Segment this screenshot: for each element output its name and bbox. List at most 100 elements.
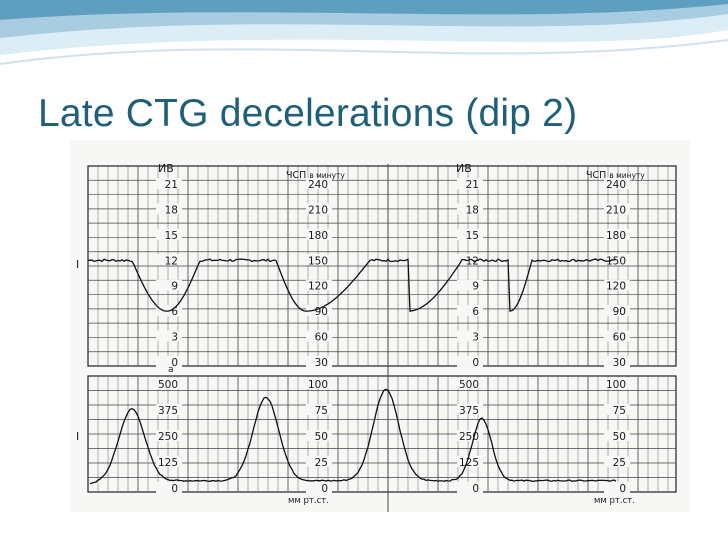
left-tick-label-bg (156, 254, 182, 266)
right-tick-label: 90 (613, 306, 626, 318)
uc-right-tick-label-bg (306, 430, 332, 441)
right-unit-label-right: ЧСП в минуту (586, 170, 645, 181)
uc-right-tick-label: 25 (613, 457, 626, 469)
left-tick-label-bg (457, 203, 483, 215)
uc-left-tick-label-bg (457, 404, 483, 415)
right-tick-label-bg (306, 178, 332, 189)
ctg-figure: 2118151296302118151296302402101801501209… (70, 140, 690, 512)
left-tick-label: 0 (171, 357, 178, 369)
right-tick-label: 60 (613, 332, 626, 344)
uc-right-tick-label-bg (604, 430, 630, 441)
uc-left-tick-label: 250 (158, 431, 178, 443)
top-row-label: I (76, 258, 79, 271)
uterine-grid (87, 375, 677, 493)
uc-right-tick-label: 75 (613, 405, 626, 417)
uc-left-tick-label: 375 (459, 405, 479, 417)
uc-right-tick-label: 75 (315, 405, 328, 417)
uc-left-tick-label-bg (457, 430, 483, 441)
right-tick-label: 120 (308, 281, 328, 293)
left-tick-label: 18 (165, 204, 178, 216)
left-tick-label: 15 (466, 230, 479, 242)
uc-right-tick-label: 50 (315, 431, 328, 443)
left-tick-label: 3 (171, 332, 178, 344)
sub-label-a: а (168, 365, 174, 375)
right-tick-label-bg (306, 305, 332, 317)
left-tick-label-bg (156, 279, 182, 291)
left-tick-label: 12 (165, 255, 178, 267)
left-tick-label-bg (457, 356, 483, 367)
left-tick-label: 3 (472, 332, 479, 344)
uc-left-tick-label-bg (156, 378, 182, 389)
uterine-axis-labels: 5003752501250500375250125010075502501007… (156, 378, 630, 495)
uc-left-tick-label-bg (457, 456, 483, 467)
right-tick-label-bg (306, 254, 332, 266)
left-tick-label-bg (457, 305, 483, 317)
uc-right-tick-label-bg (306, 378, 332, 389)
uc-right-tick-label-bg (306, 404, 332, 415)
mmhg-label-1: мм рт.ст. (288, 496, 329, 506)
uc-right-tick-label: 50 (613, 431, 626, 443)
unit-sub: в минуту (309, 171, 345, 180)
uterine-contraction-trace (89, 388, 617, 485)
right-tick-label: 210 (606, 204, 626, 216)
left-tick-label: 18 (466, 204, 479, 216)
fhr-trace (88, 258, 617, 312)
uc-left-tick-label-bg (156, 404, 182, 415)
unit-main-2: ЧСП (586, 170, 606, 181)
left-tick-label: 9 (171, 281, 178, 293)
unit-main: ЧСП (286, 170, 306, 181)
left-tick-label: 6 (171, 306, 178, 318)
uc-left-tick-label-bg (156, 456, 182, 467)
right-tick-label-bg (306, 279, 332, 291)
uc-right-tick-label: 0 (321, 483, 328, 495)
right-tick-label: 60 (315, 332, 328, 344)
uc-left-tick-label: 125 (459, 457, 479, 469)
left-tick-label: 12 (466, 255, 479, 267)
right-tick-label: 240 (308, 179, 328, 191)
left-tick-label-bg (156, 178, 182, 189)
right-tick-label: 30 (613, 357, 626, 369)
mmhg-label-2: мм рт.ст. (594, 496, 635, 506)
left-tick-label: 9 (472, 281, 479, 293)
right-tick-label-bg (306, 228, 332, 240)
right-tick-label-bg (306, 203, 332, 215)
uc-left-tick-label-bg (156, 482, 182, 493)
left-tick-label-bg (457, 228, 483, 240)
left-tick-label-bg (457, 279, 483, 291)
right-tick-label: 210 (308, 204, 328, 216)
right-unit-label-left: ЧСП в минуту (286, 170, 345, 181)
right-tick-label-bg (604, 178, 630, 189)
uc-right-tick-label: 100 (308, 379, 328, 391)
left-unit-label-2: ИВ (456, 162, 472, 175)
left-tick-label-bg (457, 330, 483, 342)
left-tick-label-bg (457, 178, 483, 189)
fhr-axis-labels: 2118151296302118151296302402101801501209… (156, 178, 630, 369)
right-tick-label: 180 (606, 230, 626, 242)
unit-sub-2: в минуту (609, 171, 645, 180)
right-tick-label-bg (306, 356, 332, 367)
left-tick-label: 21 (466, 179, 479, 191)
uc-left-tick-label-bg (156, 430, 182, 441)
slide-title: Late CTG decelerations (dip 2) (38, 92, 578, 135)
uc-left-tick-label-bg (457, 482, 483, 493)
right-tick-label-bg (604, 356, 630, 367)
right-tick-label-bg (604, 203, 630, 215)
right-tick-label-bg (306, 330, 332, 342)
left-tick-label-bg (156, 330, 182, 342)
uc-right-tick-label-bg (604, 404, 630, 415)
left-tick-label-bg (156, 356, 182, 367)
top-wave-dark (0, 0, 728, 20)
uc-left-tick-label: 500 (459, 379, 479, 391)
uc-right-tick-label: 0 (619, 483, 626, 495)
right-tick-label: 120 (606, 281, 626, 293)
uc-left-tick-label: 375 (158, 405, 178, 417)
left-unit-label: ИВ (158, 162, 174, 175)
uc-left-tick-label: 125 (158, 457, 178, 469)
uc-left-tick-label: 0 (472, 483, 479, 495)
left-tick-label: 0 (472, 357, 479, 369)
left-tick-label-bg (156, 228, 182, 240)
right-tick-label-bg (604, 330, 630, 342)
left-tick-label: 15 (165, 230, 178, 242)
right-tick-label: 180 (308, 230, 328, 242)
